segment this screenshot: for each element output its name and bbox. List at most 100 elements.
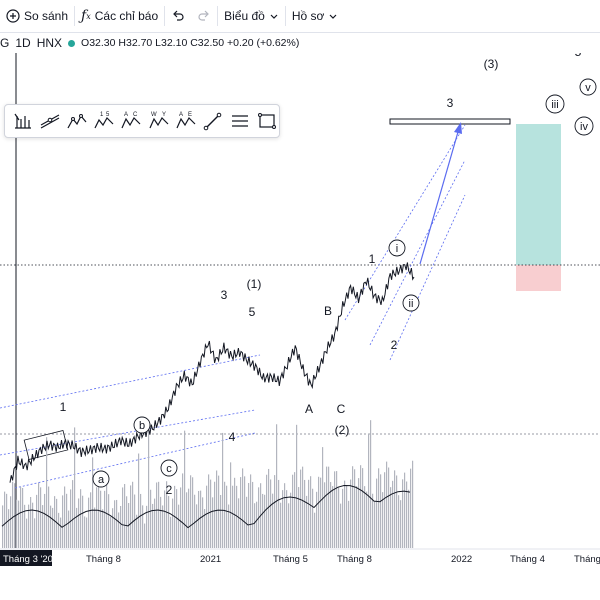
svg-text:Y: Y	[162, 112, 166, 118]
x-tick-label: Tháng	[574, 554, 600, 565]
compare-button[interactable]: So sánh	[0, 0, 74, 32]
volume-bar	[80, 489, 82, 548]
volume-bar	[92, 457, 94, 548]
volume-bar	[132, 481, 134, 548]
volume-bar	[30, 497, 32, 548]
x-tick-label: Tháng 5	[273, 554, 308, 565]
volume-bar	[318, 476, 320, 548]
volume-bar	[114, 500, 116, 548]
wave-label-new-2: 2	[391, 338, 398, 352]
circle-label-a: a	[92, 470, 110, 488]
rectangle-tool[interactable]	[256, 108, 279, 134]
volume-bar	[164, 490, 166, 548]
trend-angle-tool[interactable]	[11, 108, 34, 134]
volume-bar	[104, 490, 106, 548]
abcd-pattern-tool[interactable]	[65, 108, 88, 134]
profile-button[interactable]: Hồ sơ	[286, 0, 345, 32]
volume-bar	[236, 485, 238, 548]
volume-bar	[142, 505, 144, 548]
volume-bar	[4, 491, 6, 548]
volume-bar	[180, 487, 182, 548]
volume-bar	[106, 484, 108, 548]
profit-zone[interactable]	[516, 124, 561, 265]
volume-bar	[10, 496, 12, 548]
chart-type-button[interactable]: Biểu đồ	[218, 0, 285, 32]
volume-bar	[6, 493, 8, 548]
volume-bar	[372, 493, 374, 548]
volume-bar	[280, 502, 282, 548]
volume-bar	[172, 498, 174, 548]
volume-bar	[218, 475, 220, 548]
volume-bar	[72, 480, 74, 548]
channel-upper[interactable]	[344, 124, 466, 361]
volume-bar	[214, 481, 216, 548]
loss-zone[interactable]	[516, 265, 561, 291]
volume-bar	[340, 503, 342, 548]
symbol-name[interactable]: G	[0, 36, 10, 50]
redo-button[interactable]	[191, 0, 217, 32]
volume-bar	[364, 486, 366, 548]
volume-bar	[60, 517, 62, 548]
volume-bar	[286, 490, 288, 548]
volume-bar	[300, 469, 302, 548]
volume-bar	[398, 495, 400, 548]
channel-lower[interactable]	[0, 354, 261, 489]
svg-text:A: A	[179, 112, 183, 118]
volume-bar	[64, 486, 66, 548]
volume-bar	[266, 474, 268, 548]
volume-bar	[288, 503, 290, 548]
volume-bar	[28, 504, 30, 548]
volume-bar	[56, 498, 58, 548]
trend-angle-icon	[14, 113, 31, 129]
volume-bar	[148, 429, 150, 548]
x-axis-cursor-badge	[0, 550, 52, 566]
svg-text:iv: iv	[580, 121, 588, 133]
chart-pane[interactable]: 1 3 5 (1) 4 2 B A C (2) 1 2 3 (3) 5 a b	[0, 53, 600, 600]
indicators-label: Các chỉ báo	[94, 9, 159, 23]
chevron-down-icon	[328, 11, 338, 21]
volume-bar	[380, 474, 382, 548]
volume-bar	[20, 486, 22, 548]
volume-bar	[248, 483, 250, 548]
parallel-lines-tool[interactable]	[229, 108, 252, 134]
volume-bar	[116, 499, 118, 548]
volume-bar	[230, 462, 232, 548]
volume-bar	[370, 420, 372, 548]
volume-bar	[52, 507, 54, 548]
volume-bar	[152, 503, 154, 548]
wave-label-b: B	[324, 304, 332, 318]
volume-bar	[16, 499, 18, 548]
volume-bar	[102, 509, 104, 548]
volume-bar	[32, 502, 34, 548]
profile-label: Hồ sơ	[291, 9, 325, 23]
target-zone[interactable]	[389, 118, 511, 125]
wave-label-deg-3: (3)	[484, 57, 499, 71]
volume-bar	[78, 498, 80, 548]
price-chart[interactable]: 1 3 5 (1) 4 2 B A C (2) 1 2 3 (3) 5 a b	[0, 53, 600, 600]
price-series[interactable]	[9, 262, 415, 483]
brush-tool[interactable]	[201, 108, 224, 134]
trend-line-tool[interactable]	[38, 108, 61, 134]
volume-bar	[144, 523, 146, 548]
projection-arrow[interactable]	[419, 124, 461, 265]
volume-bar	[94, 507, 96, 548]
volume-bar	[160, 496, 162, 548]
volume-bar	[368, 433, 370, 548]
interval-label[interactable]: 1D	[15, 36, 31, 50]
undo-button[interactable]	[165, 0, 191, 32]
symbol-legend: G 1D HNX O32.30 H32.70 L32.10 C32.50 +0.…	[0, 34, 299, 52]
wave-label-new-1: 1	[369, 252, 376, 266]
volume-bar	[188, 488, 190, 548]
volume-bar	[118, 512, 120, 548]
volume-bar	[124, 484, 126, 548]
volume-bar	[182, 473, 184, 548]
wave-label-deg-1: (1)	[247, 277, 262, 291]
volume-bar	[376, 478, 378, 548]
